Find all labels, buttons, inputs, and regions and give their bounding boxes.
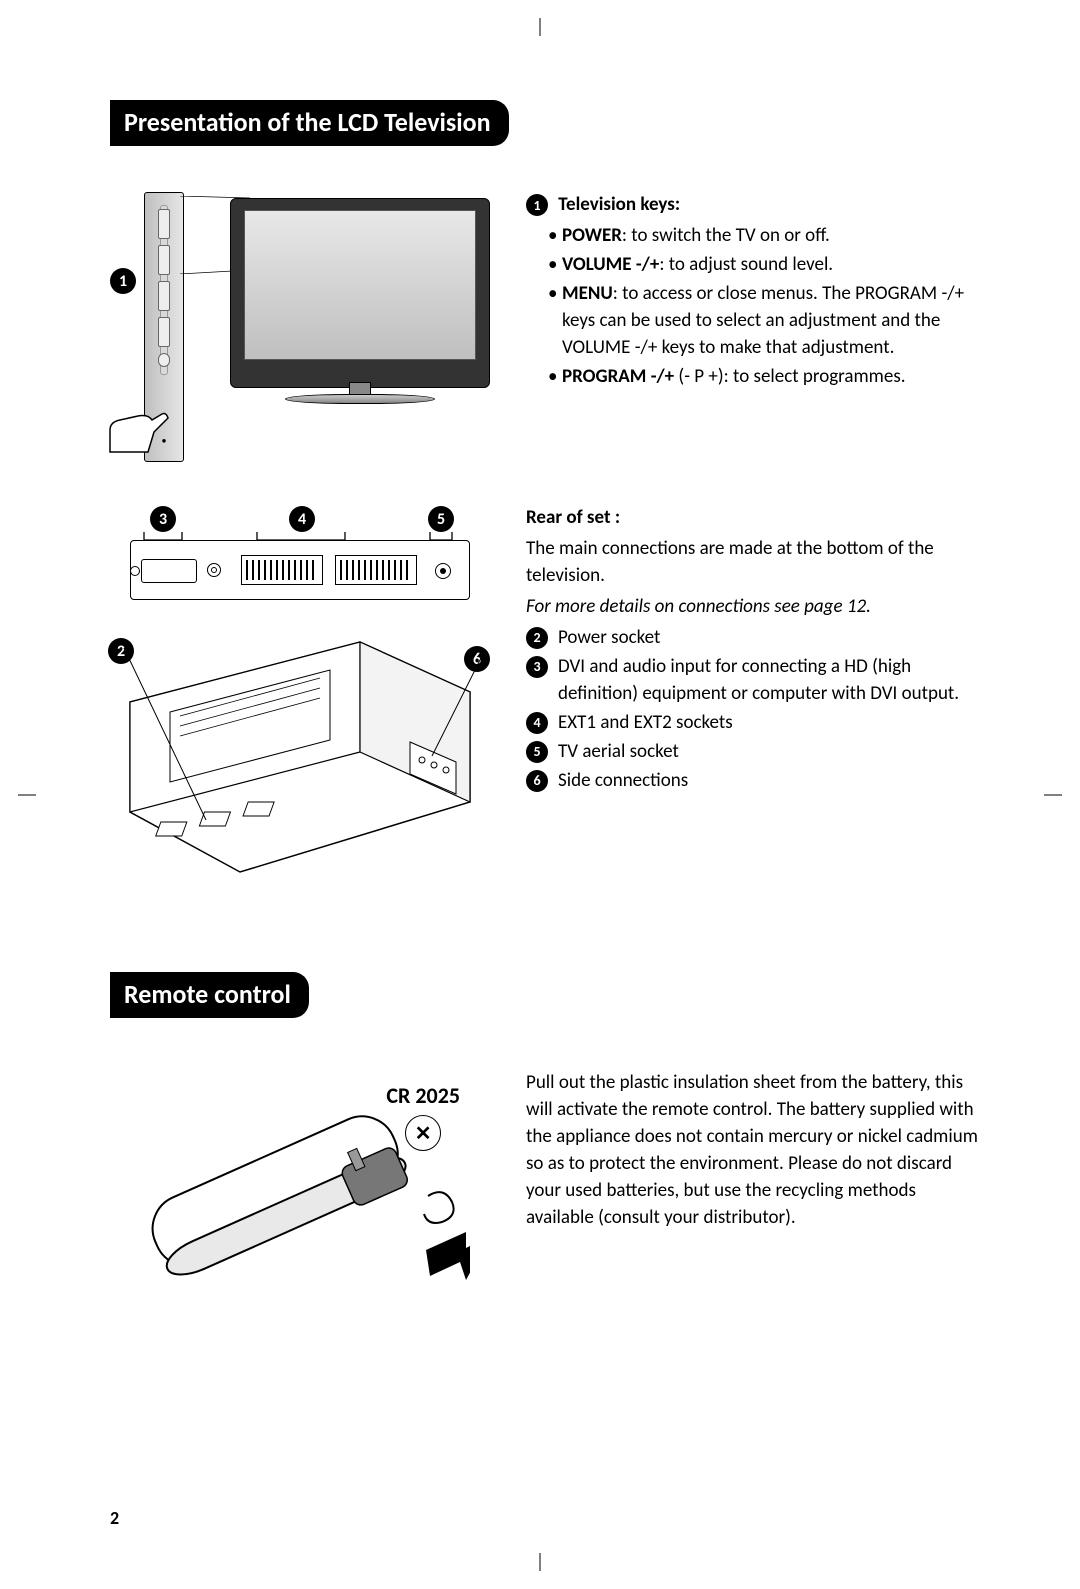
heading-remote: Remote control — [110, 972, 309, 1018]
dvi-port-icon — [141, 559, 197, 583]
callout-4: 4 — [289, 506, 315, 532]
callout-1: 1 — [110, 268, 136, 294]
callout-5: 5 — [428, 506, 454, 532]
tv-front-illustration: • 1 — [110, 192, 490, 472]
rear-heading: Rear of set : — [526, 506, 620, 529]
connector-panel — [130, 540, 470, 600]
aerial-socket-icon — [435, 563, 451, 579]
tv-keys-list: POWER: to switch the TV on or off. VOLUM… — [526, 223, 980, 391]
tv-rear-iso-icon — [110, 632, 490, 882]
tv-keys-heading: 1 Television keys: — [526, 192, 980, 219]
scart-ext1-icon — [241, 555, 323, 585]
section-remote: Remote control CR 2025 ✕ — [110, 972, 980, 1340]
page-number: 2 — [110, 1507, 119, 1529]
hand-icon — [108, 394, 178, 454]
rear-items: 2Power socket 3DVI and audio input for c… — [526, 625, 980, 795]
scart-ext2-icon — [335, 555, 417, 585]
battery-coin-icon: ✕ — [405, 1115, 441, 1151]
rear-note: For more details on connections see page… — [526, 594, 980, 621]
tv-rear-illustration: 3 4 5 — [110, 512, 490, 872]
battery-model: CR 2025 — [386, 1082, 460, 1109]
callout-3: 3 — [150, 506, 176, 532]
remote-body-text: Pull out the plastic insulation sheet fr… — [526, 1070, 980, 1232]
rear-intro: The main connections are made at the bot… — [526, 536, 980, 590]
audio-jack-icon — [207, 563, 221, 577]
remote-illustration: CR 2025 ✕ — [110, 1080, 490, 1340]
section-presentation: Presentation of the LCD Television • — [110, 100, 980, 872]
heading-presentation: Presentation of the LCD Television — [110, 100, 509, 146]
